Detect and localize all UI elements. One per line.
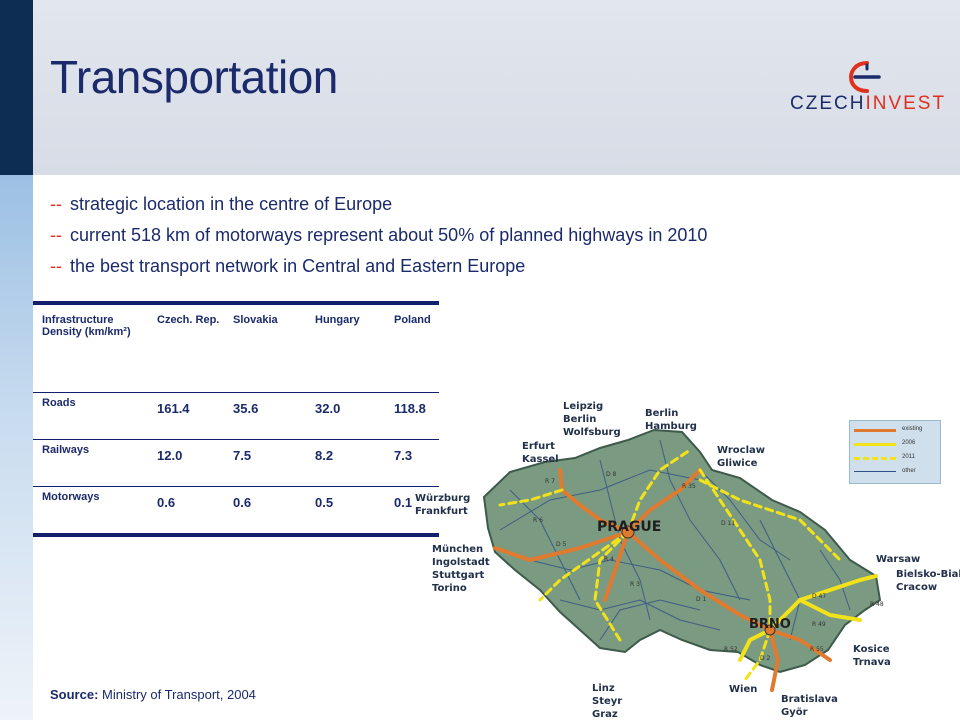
bullet-text: current 518 km of motorways represent ab… bbox=[70, 225, 708, 245]
bullet-list: -- strategic location in the centre of Eu… bbox=[50, 193, 707, 286]
bullet-dash: -- bbox=[50, 225, 62, 245]
route-label-r3: R 3 bbox=[630, 581, 640, 588]
map-legend: existing 2006 2011 other bbox=[849, 420, 941, 484]
bullet-item: -- current 518 km of motorways represent … bbox=[50, 224, 707, 255]
legend-item-2006: 2006 bbox=[854, 438, 940, 450]
planned-2011-roads bbox=[498, 448, 842, 682]
bullet-text: the best transport network in Central an… bbox=[70, 256, 526, 276]
table-header-cell: Czech. Rep. bbox=[148, 301, 224, 393]
map-label-prague: PRAGUE bbox=[597, 519, 662, 535]
slide-title: Transportation bbox=[50, 51, 338, 103]
source-label: Source: bbox=[50, 687, 99, 702]
legend-item-2011: 2011 bbox=[854, 452, 940, 464]
map-label-berlin: Berlin Hamburg bbox=[645, 408, 697, 432]
table-cell: 161.4 bbox=[148, 392, 224, 440]
table-cell: 0.1 bbox=[385, 486, 439, 537]
legend-item-existing: existing bbox=[854, 424, 940, 436]
table-row-label: Railways bbox=[33, 439, 148, 487]
route-label-r35: R 35 bbox=[682, 483, 696, 490]
route-label-d11: D 11 bbox=[721, 520, 736, 527]
table-row: Roads 161.4 35.6 32.0 118.8 bbox=[33, 392, 439, 440]
map-label-kosice: Kosice Trnava bbox=[853, 644, 891, 668]
route-label-r55: R 55 bbox=[810, 646, 824, 653]
planned-2006-roads bbox=[738, 574, 878, 662]
route-label-d8: D 8 bbox=[606, 471, 617, 478]
table-header-cell: Hungary bbox=[306, 301, 385, 393]
map-label-wurzburg: Würzburg Frankfurt bbox=[415, 493, 471, 517]
map-label-warsaw: Warsaw bbox=[876, 554, 921, 565]
logo-text-czech: CZECH bbox=[790, 93, 866, 114]
table-cell: 0.6 bbox=[148, 486, 224, 537]
logo-mark-icon bbox=[848, 61, 881, 93]
table-cell: 35.6 bbox=[224, 392, 306, 440]
route-label-d2: D 2 bbox=[760, 655, 771, 662]
czechinvest-logo: CZECHINVEST bbox=[790, 60, 944, 120]
legend-label: 2011 bbox=[902, 454, 915, 460]
source-note: Source: Ministry of Transport, 2004 bbox=[50, 687, 256, 702]
route-label-r4: R 4 bbox=[604, 556, 614, 563]
transport-network-map bbox=[482, 428, 882, 692]
route-label-r49: R 49 bbox=[812, 621, 826, 628]
bullet-text: strategic location in the centre of Euro… bbox=[70, 194, 393, 214]
table-cell: 118.8 bbox=[385, 392, 439, 440]
map-label-linz: Linz Steyr Graz bbox=[592, 683, 623, 720]
map-label-wien: Wien bbox=[729, 684, 758, 695]
logo-text-invest: INVEST bbox=[865, 93, 947, 114]
route-label-r48: R 48 bbox=[870, 601, 884, 608]
legend-swatch bbox=[854, 429, 896, 432]
table-cell: 12.0 bbox=[148, 439, 224, 487]
map-label-munchen: München Ingolstadt Stuttgart Torino bbox=[432, 544, 490, 594]
table-row-label: Roads bbox=[33, 392, 148, 440]
table-cell: 7.3 bbox=[385, 439, 439, 487]
route-label-d47: D 47 bbox=[812, 593, 827, 600]
legend-label: existing bbox=[902, 426, 923, 432]
route-label-r7: R 7 bbox=[545, 478, 555, 485]
source-text: Ministry of Transport, 2004 bbox=[98, 687, 256, 702]
table-header-cell: Infrastructure Density (km/km²) bbox=[33, 301, 148, 393]
table-cell: 32.0 bbox=[306, 392, 385, 440]
legend-label: other bbox=[902, 468, 916, 474]
map-label-brno: BRNO bbox=[749, 617, 791, 632]
existing-motorways bbox=[493, 468, 832, 692]
route-label-d5: D 5 bbox=[556, 541, 567, 548]
route-label-r52: R 52 bbox=[724, 646, 738, 653]
prague-marker bbox=[621, 525, 635, 539]
map-label-bratislava: Bratislava Györ bbox=[781, 694, 838, 718]
route-label-d1: D 1 bbox=[696, 596, 707, 603]
map-label-erfurt: Erfurt Kassel bbox=[522, 441, 559, 465]
brno-marker bbox=[764, 624, 776, 636]
legend-swatch bbox=[854, 443, 896, 446]
legend-swatch bbox=[854, 471, 896, 472]
bullet-item: -- the best transport network in Central … bbox=[50, 255, 707, 286]
table-cell: 7.5 bbox=[224, 439, 306, 487]
table-row: Railways 12.0 7.5 8.2 7.3 bbox=[33, 439, 439, 487]
header-band bbox=[0, 0, 960, 175]
left-accent-bar bbox=[0, 0, 33, 175]
bullet-item: -- strategic location in the centre of Eu… bbox=[50, 193, 707, 224]
legend-item-other: other bbox=[854, 466, 940, 478]
table-cell: 0.5 bbox=[306, 486, 385, 537]
table-header-cell: Slovakia bbox=[224, 301, 306, 393]
left-gradient-bar bbox=[0, 175, 33, 720]
table-header-row: Infrastructure Density (km/km²) Czech. R… bbox=[33, 301, 439, 393]
table-row-label: Motorways bbox=[33, 486, 148, 537]
table-cell: 8.2 bbox=[306, 439, 385, 487]
legend-label: 2006 bbox=[902, 440, 916, 446]
legend-swatch bbox=[854, 457, 896, 460]
bullet-dash: -- bbox=[50, 256, 62, 276]
bullet-dash: -- bbox=[50, 194, 62, 214]
infrastructure-density-table: Infrastructure Density (km/km²) Czech. R… bbox=[33, 301, 439, 537]
table-header-cell: Poland bbox=[385, 301, 439, 393]
route-label-r6: R 6 bbox=[533, 517, 543, 524]
czech-republic-outline bbox=[482, 428, 882, 674]
logo-text: CZECHINVEST bbox=[790, 93, 946, 115]
map-label-wroclaw: Wroclaw Gliwice bbox=[717, 445, 765, 469]
map-label-bielsko: Bielsko-Biala Cracow bbox=[896, 569, 960, 593]
table-cell: 0.6 bbox=[224, 486, 306, 537]
table-row: Motorways 0.6 0.6 0.5 0.1 bbox=[33, 486, 439, 537]
map-label-leipzig: Leipzig Berlin Wolfsburg bbox=[563, 401, 621, 438]
